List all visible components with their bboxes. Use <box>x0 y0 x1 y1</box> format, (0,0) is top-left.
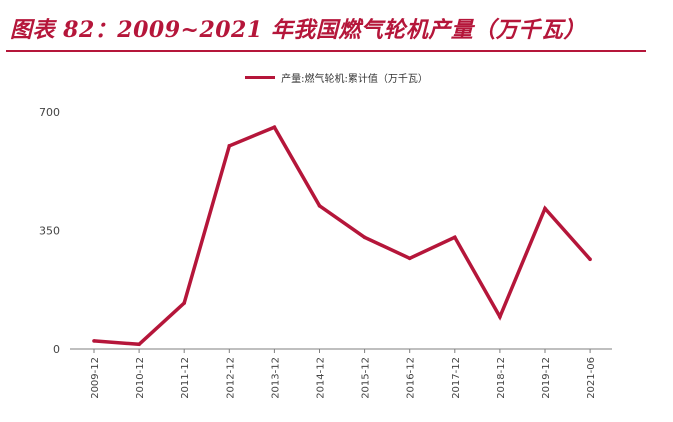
data-point <box>317 203 322 208</box>
data-point <box>227 144 232 148</box>
figure-title: 图表 82：2009~2021 年我国燃气轮机产量（万千瓦） <box>10 17 586 43</box>
title-divider <box>6 50 646 52</box>
legend-label: 产量:燃气轮机:累计值（万千瓦） <box>281 74 428 85</box>
x-tick-label: 2014-12 <box>316 357 327 399</box>
data-point <box>543 206 547 211</box>
x-tick-label: 2012-12 <box>225 357 236 399</box>
data-point <box>182 301 186 305</box>
data-point <box>137 342 141 347</box>
x-tick-label: 2016-12 <box>406 357 417 399</box>
data-point <box>407 256 412 261</box>
x-tick-label: 2009-12 <box>90 357 101 399</box>
chart-legend: 产量:燃气轮机:累计值（万千瓦） <box>0 70 673 85</box>
y-tick-label: 0 <box>53 343 60 356</box>
x-tick-label: 2015-12 <box>361 357 372 399</box>
data-point <box>453 235 457 240</box>
x-tick-label: 2010-12 <box>135 357 146 399</box>
y-tick-label: 350 <box>39 225 60 238</box>
x-tick-label: 2019-12 <box>541 357 552 399</box>
series-line <box>93 124 592 347</box>
data-point <box>362 235 367 240</box>
x-tick-label: 2017-12 <box>451 357 462 399</box>
x-tick-label: 2021-06 <box>586 357 597 399</box>
data-point <box>272 125 277 130</box>
x-tick-label: 2011-12 <box>180 357 191 399</box>
x-tick-label: 2013-12 <box>270 357 281 399</box>
legend-swatch <box>245 76 276 79</box>
data-point <box>588 257 592 262</box>
y-tick-label: 700 <box>39 106 60 119</box>
data-point <box>92 339 96 343</box>
data-point <box>498 315 502 319</box>
x-tick-label: 2018-12 <box>496 357 507 399</box>
